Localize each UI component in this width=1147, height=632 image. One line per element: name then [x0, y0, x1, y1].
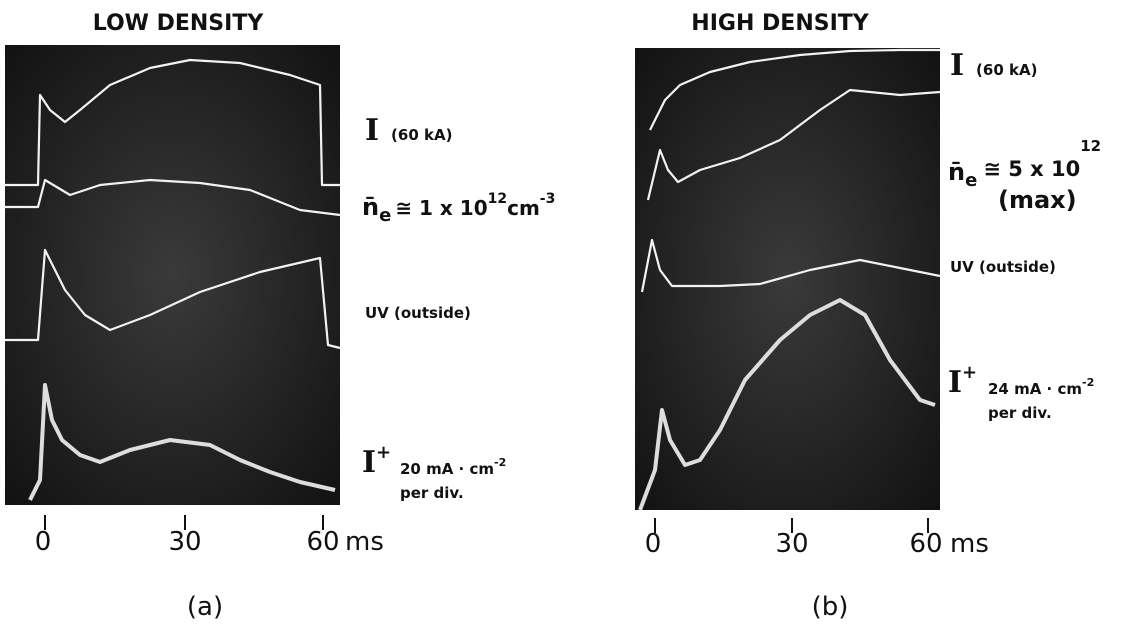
panel-title: LOW DENSITY: [93, 11, 265, 36]
trace-density: [646, 88, 941, 201]
ion-per: per div.: [400, 484, 464, 502]
axis-unit: ms: [950, 529, 989, 559]
ion-scale: 20 mA · cm-2: [400, 456, 506, 478]
trace-ion: [28, 383, 336, 501]
uv-label: UV (outside): [950, 258, 1056, 276]
current-label: I (60 kA): [950, 48, 1037, 83]
uv-label: UV (outside): [365, 304, 471, 322]
tick-label: 0: [35, 527, 52, 557]
caption: (a): [187, 592, 223, 622]
tick-label: 30: [775, 529, 808, 559]
trace-density: [5, 178, 341, 217]
density-note: (max): [998, 186, 1077, 214]
scope-screen: [635, 48, 940, 510]
tick-label: 0: [645, 529, 662, 559]
trace-uv: [640, 238, 941, 293]
trace-current: [5, 58, 340, 187]
panel-title: HIGH DENSITY: [691, 11, 869, 36]
axis-unit: ms: [345, 527, 384, 557]
tick-label: 60: [909, 529, 942, 559]
caption: (b): [812, 592, 849, 622]
tick-label: 60: [306, 527, 339, 557]
trace-uv: [5, 248, 341, 350]
trace-current: [649, 48, 940, 131]
density-label: n̄e ≅ 1 x 1012cm-3: [362, 191, 555, 226]
density-label: n̄e ≅ 5 x 1012: [948, 137, 1101, 191]
ion-label: I+: [948, 362, 977, 400]
ion-per: per div.: [988, 404, 1052, 422]
ion-label: I+: [362, 442, 391, 480]
tick-label: 30: [168, 527, 201, 557]
ion-scale: 24 mA · cm-2: [988, 376, 1094, 398]
trace-ion: [638, 298, 936, 511]
scope-screen: [5, 45, 340, 505]
current-label: I (60 kA): [365, 113, 452, 148]
